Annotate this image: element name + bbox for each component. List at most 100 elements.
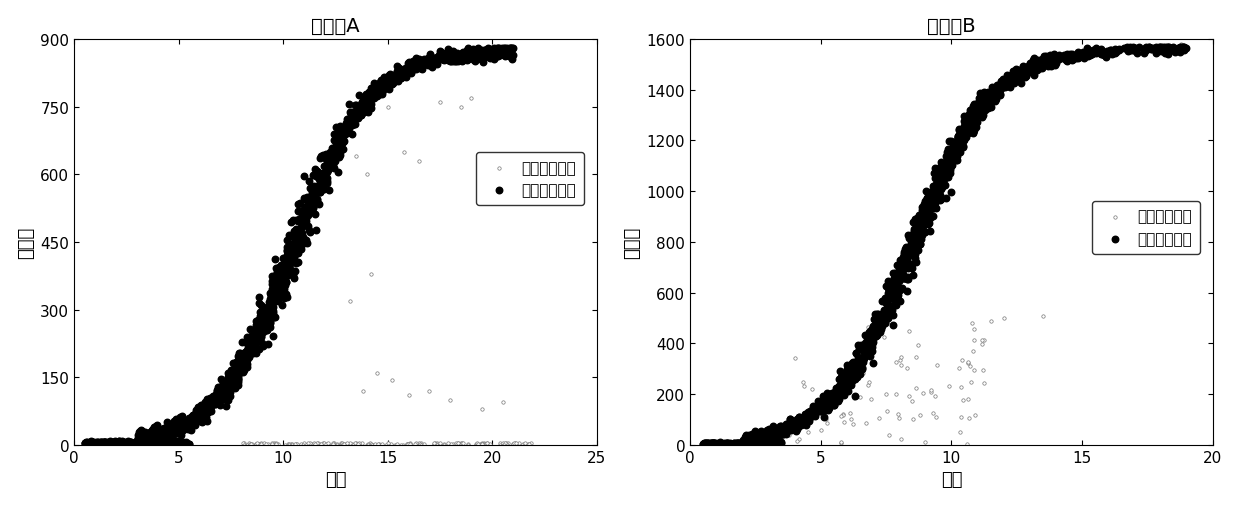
处理后的数据 [996, 80, 1016, 88]
识别的异常点 [430, 441, 450, 449]
处理后的数据 [311, 186, 331, 194]
识别的异常点 [498, 440, 518, 448]
处理后的数据 [864, 325, 883, 333]
处理后的数据 [814, 413, 834, 421]
识别的异常点 [873, 333, 893, 341]
处理后的数据 [430, 48, 450, 56]
处理后的数据 [487, 50, 507, 58]
识别的异常点 [1171, 41, 1191, 49]
处理后的数据 [838, 371, 857, 379]
处理后的数据 [270, 280, 290, 288]
处理后的数据 [291, 210, 311, 218]
处理后的数据 [102, 440, 121, 448]
处理后的数据 [987, 90, 1007, 98]
处理后的数据 [260, 318, 280, 326]
处理后的数据 [82, 438, 102, 446]
处理后的数据 [388, 70, 408, 78]
处理后的数据 [198, 400, 218, 408]
处理后的数据 [947, 140, 966, 148]
处理后的数据 [150, 428, 170, 436]
处理后的数据 [712, 440, 732, 448]
处理后的数据 [820, 390, 840, 398]
处理后的数据 [296, 217, 316, 225]
处理后的数据 [326, 137, 346, 145]
X-axis label: 风速: 风速 [940, 470, 963, 488]
处理后的数据 [722, 440, 742, 448]
处理后的数据 [291, 219, 311, 227]
处理后的数据 [263, 332, 282, 340]
处理后的数据 [852, 342, 872, 350]
处理后的数据 [778, 426, 798, 434]
处理后的数据 [128, 435, 147, 443]
处理后的数据 [248, 325, 268, 333]
处理后的数据 [195, 405, 214, 413]
处理后的数据 [147, 439, 167, 447]
处理后的数据 [897, 256, 917, 264]
处理后的数据 [743, 436, 763, 444]
处理后的数据 [249, 316, 269, 324]
识别的异常点 [306, 440, 326, 448]
处理后的数据 [289, 233, 309, 241]
处理后的数据 [907, 226, 927, 234]
处理后的数据 [852, 365, 872, 373]
处理后的数据 [763, 422, 783, 430]
处理后的数据 [746, 440, 766, 448]
处理后的数据 [1023, 55, 1043, 63]
处理后的数据 [195, 408, 214, 416]
处理后的数据 [975, 90, 995, 98]
处理后的数据 [171, 416, 191, 424]
处理后的数据 [866, 324, 886, 332]
处理后的数据 [207, 399, 227, 407]
处理后的数据 [436, 50, 456, 58]
处理后的数据 [897, 288, 917, 296]
识别的异常点 [247, 440, 266, 448]
处理后的数据 [134, 440, 154, 448]
处理后的数据 [147, 435, 167, 443]
处理后的数据 [735, 439, 755, 447]
处理后的数据 [737, 435, 757, 443]
处理后的数据 [828, 386, 847, 394]
处理后的数据 [192, 408, 212, 416]
处理后的数据 [852, 345, 872, 353]
处理后的数据 [154, 428, 173, 436]
处理后的数据 [424, 57, 444, 65]
处理后的数据 [142, 426, 162, 434]
处理后的数据 [274, 285, 294, 293]
处理后的数据 [990, 86, 1010, 94]
处理后的数据 [144, 438, 164, 446]
处理后的数据 [814, 405, 834, 413]
处理后的数据 [973, 101, 992, 109]
处理后的数据 [282, 258, 302, 266]
处理后的数据 [792, 418, 812, 426]
处理后的数据 [456, 49, 476, 57]
处理后的数据 [238, 349, 258, 358]
处理后的数据 [363, 89, 383, 97]
处理后的数据 [1080, 48, 1100, 57]
识别的异常点 [285, 440, 305, 448]
处理后的数据 [1007, 70, 1027, 78]
处理后的数据 [766, 426, 786, 434]
处理后的数据 [968, 99, 987, 108]
处理后的数据 [924, 170, 944, 178]
识别的异常点 [400, 440, 420, 448]
处理后的数据 [351, 112, 370, 120]
处理后的数据 [249, 299, 269, 308]
处理后的数据 [843, 369, 862, 377]
处理后的数据 [1056, 55, 1075, 63]
处理后的数据 [1078, 48, 1098, 56]
处理后的数据 [379, 78, 399, 86]
处理后的数据 [1048, 55, 1068, 63]
处理后的数据 [164, 428, 183, 436]
处理后的数据 [429, 53, 449, 61]
处理后的数据 [333, 131, 353, 139]
处理后的数据 [761, 439, 781, 447]
处理后的数据 [746, 440, 766, 448]
处理后的数据 [167, 440, 187, 448]
处理后的数据 [958, 122, 978, 130]
处理后的数据 [774, 422, 794, 430]
处理后的数据 [896, 260, 916, 268]
处理后的数据 [768, 425, 788, 433]
处理后的数据 [991, 77, 1011, 85]
处理后的数据 [940, 167, 960, 175]
处理后的数据 [809, 407, 829, 415]
